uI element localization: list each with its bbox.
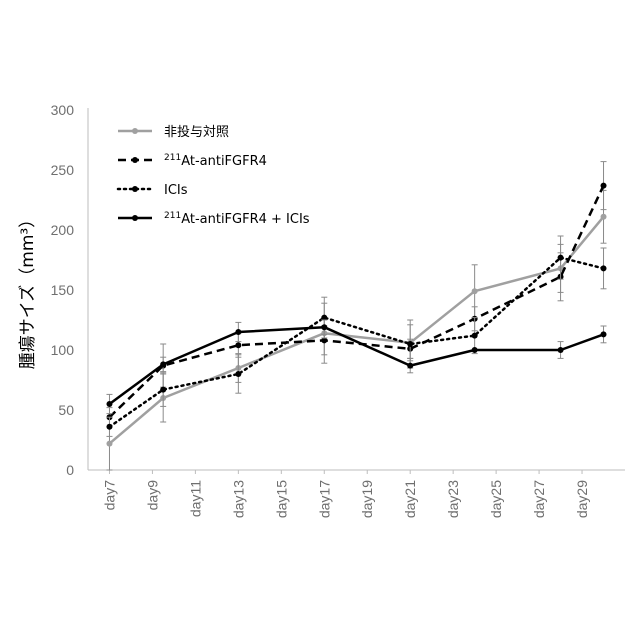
data-point (235, 329, 241, 335)
y-tick-label: 200 (51, 222, 75, 238)
x-tick-label: day7 (101, 480, 117, 511)
legend-marker (132, 186, 138, 192)
data-point (235, 371, 241, 377)
legend-label: 211At-antiFGFR4 (164, 153, 267, 169)
series-line (110, 327, 604, 404)
x-tick-label: day23 (445, 480, 461, 518)
data-point (601, 183, 607, 189)
y-axis-label: 腫瘍サイズ（mm³） (18, 211, 38, 369)
data-point (160, 387, 166, 393)
x-tick-label: day27 (531, 480, 547, 518)
x-tick-label: day29 (574, 480, 590, 518)
legend-item: ICIs (118, 183, 188, 198)
y-tick-label: 0 (66, 462, 74, 478)
y-tick-label: 50 (58, 402, 74, 418)
y-tick-label: 250 (51, 162, 75, 178)
x-tick-label: day15 (273, 480, 289, 518)
y-tick-label: 100 (51, 342, 75, 358)
data-point (601, 331, 607, 337)
legend-item: 211At-antiFGFR4 + ICIs (118, 211, 310, 227)
x-tick-label: day13 (230, 480, 246, 518)
x-tick-label: day17 (316, 480, 332, 518)
data-point (472, 333, 478, 339)
data-point (558, 255, 564, 261)
x-tick-labels: day7 day9 day11 day13 day15 day17 day19 day21 da… (101, 470, 590, 518)
legend-label: ICIs (164, 183, 188, 198)
data-point (472, 347, 478, 353)
data-point (601, 265, 607, 271)
legend-marker (132, 157, 138, 163)
legend-label: 211At-antiFGFR4 + ICIs (164, 211, 310, 227)
legend-name: At-antiFGFR4 + ICIs (181, 212, 310, 227)
x-tick-label: day19 (359, 480, 375, 518)
y-tick-labels: 0 50 100 150 200 250 300 (51, 102, 75, 478)
data-point (407, 363, 413, 369)
series-0 (106, 190, 606, 470)
legend-item: 非投与対照 (118, 124, 229, 140)
legend-label: 非投与対照 (164, 124, 229, 140)
legend-superscript: 211 (164, 211, 181, 221)
data-point (235, 342, 241, 348)
x-tick-label: day11 (187, 480, 203, 517)
y-tick-label: 150 (51, 282, 75, 298)
x-tick-label: day25 (488, 480, 504, 518)
x-tick-label: day21 (402, 480, 418, 518)
data-point (106, 424, 112, 430)
data-point (601, 214, 607, 220)
y-tick-label: 300 (51, 102, 75, 118)
data-point (407, 341, 413, 347)
legend-superscript: 211 (164, 153, 181, 163)
legend: 非投与対照211At-antiFGFR4ICIs211At-antiFGFR4 … (118, 124, 310, 227)
legend-marker (132, 215, 138, 221)
series-3 (106, 320, 606, 414)
data-point (106, 441, 112, 447)
x-tick-label: day9 (144, 480, 160, 511)
series-line (110, 217, 604, 444)
data-point (472, 288, 478, 294)
series-layer (106, 162, 606, 470)
data-point (321, 324, 327, 330)
data-point (106, 401, 112, 407)
legend-item: 211At-antiFGFR4 (118, 153, 267, 169)
data-point (160, 361, 166, 367)
data-point (558, 347, 564, 353)
legend-name: At-antiFGFR4 (181, 154, 267, 169)
legend-marker (132, 128, 138, 134)
